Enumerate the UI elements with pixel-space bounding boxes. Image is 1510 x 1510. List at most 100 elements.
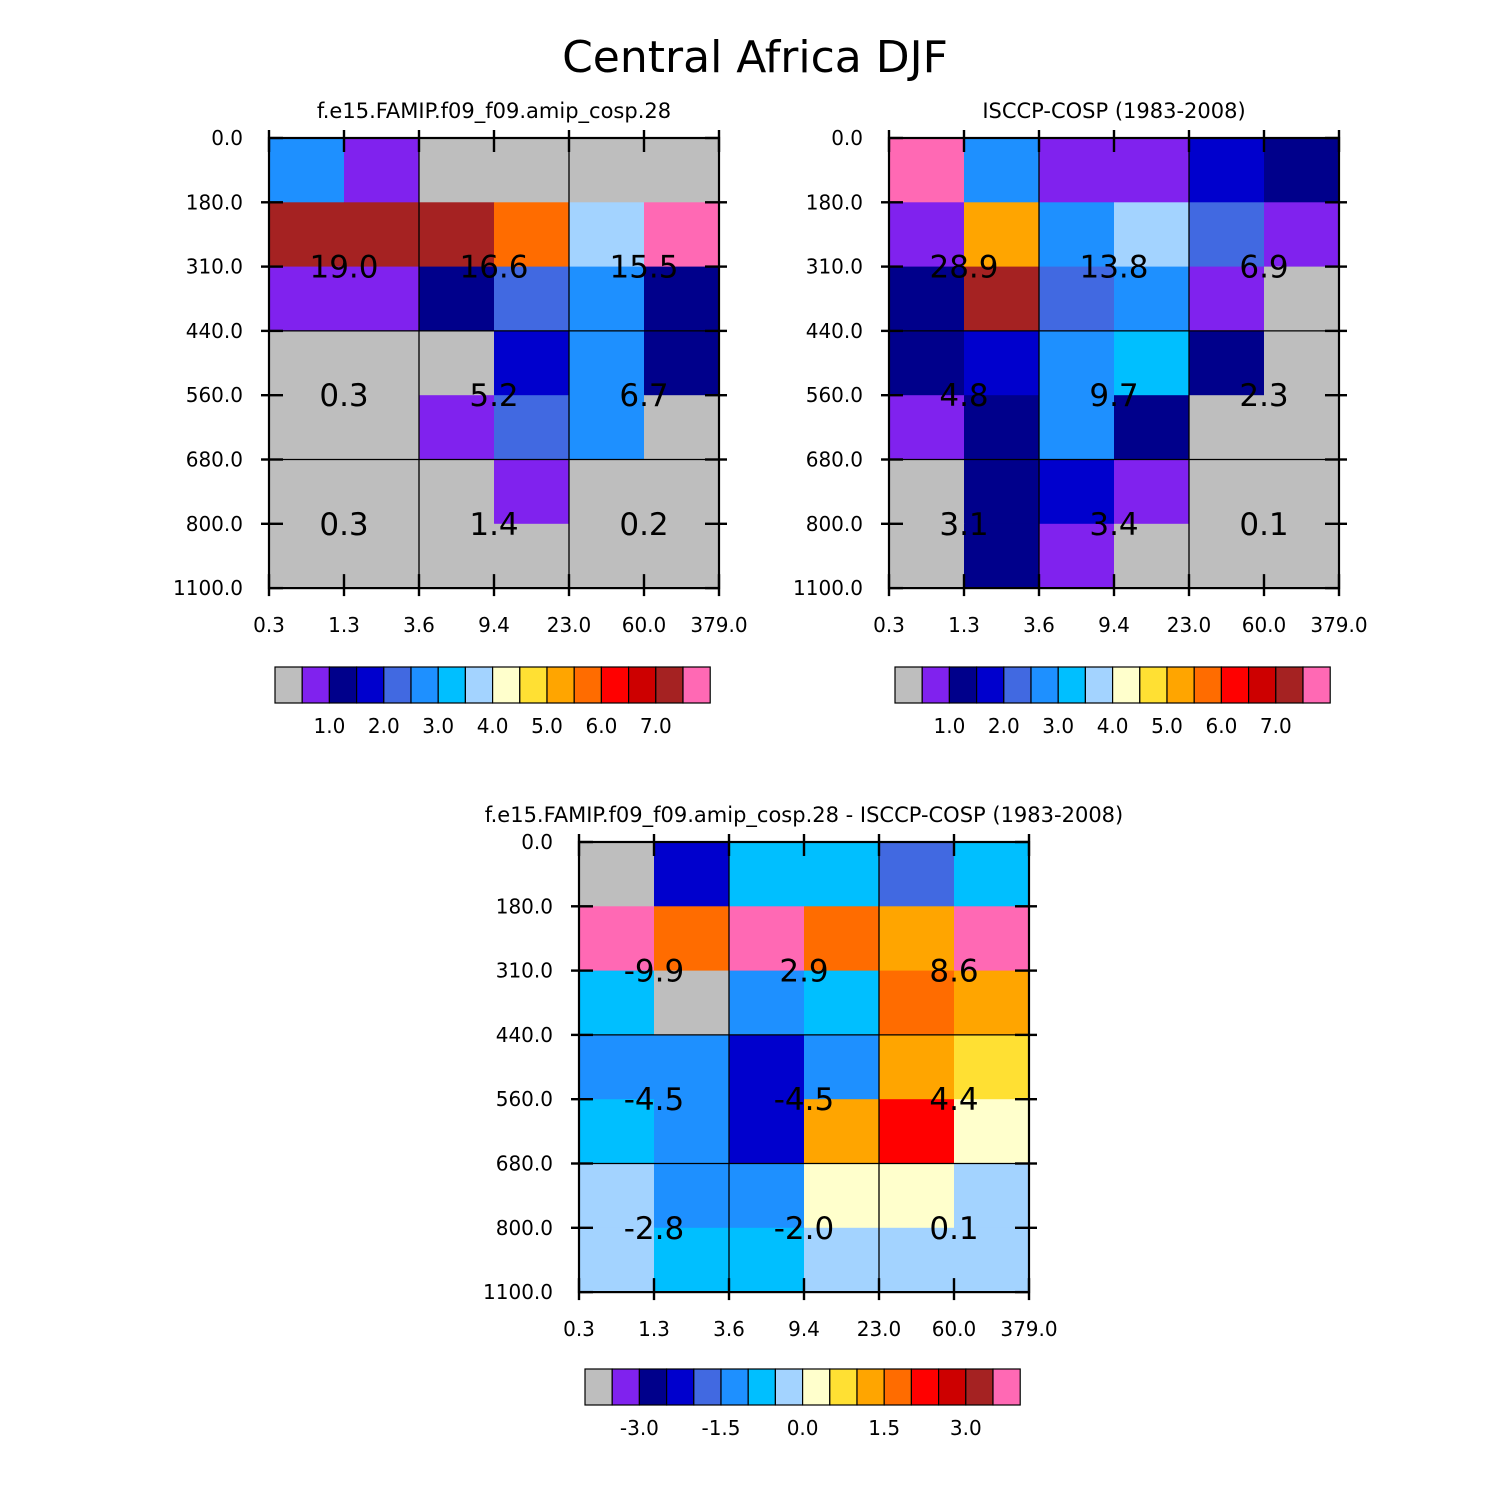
heatmap-cell bbox=[954, 842, 1030, 907]
colorbar-swatch bbox=[894, 666, 923, 704]
x-tick-label: 3.6 bbox=[1023, 613, 1055, 637]
colorbar-swatch bbox=[921, 666, 951, 704]
y-tick-label: 680.0 bbox=[186, 448, 243, 472]
heatmap-cell bbox=[889, 202, 965, 268]
x-tick-label: 23.0 bbox=[1167, 613, 1212, 637]
y-tick-label: 800.0 bbox=[186, 512, 243, 536]
heatmap-cell bbox=[344, 138, 420, 203]
colorbar-swatch bbox=[693, 1368, 722, 1406]
heatmap-cell bbox=[804, 842, 880, 907]
heatmap-cell bbox=[729, 1163, 805, 1229]
heatmap-cell bbox=[964, 138, 1040, 203]
colorbar-swatch bbox=[937, 1368, 967, 1406]
heatmap-cell bbox=[964, 523, 1040, 589]
colorbar-swatch bbox=[1247, 666, 1277, 704]
panel-title: ISCCP-COSP (1983-2008) bbox=[982, 99, 1245, 123]
colorbar-swatch bbox=[883, 1368, 913, 1406]
heatmap-cell bbox=[964, 459, 1040, 525]
heatmap-cell bbox=[889, 459, 965, 525]
group-value-label: 9.7 bbox=[1089, 378, 1138, 414]
x-tick-label: 1.3 bbox=[638, 1317, 670, 1341]
heatmap-cell bbox=[729, 906, 805, 972]
group-value-label: 4.8 bbox=[939, 378, 988, 414]
colorbar-swatch bbox=[1084, 666, 1114, 704]
group-value-label: 1.4 bbox=[469, 507, 518, 543]
y-tick-label: 310.0 bbox=[496, 959, 553, 983]
group-value-label: -4.5 bbox=[624, 1082, 685, 1118]
colorbar-swatch bbox=[546, 666, 575, 704]
heatmap-cell bbox=[569, 459, 645, 525]
group-value-label: 6.7 bbox=[619, 378, 668, 414]
group-value-label: 2.9 bbox=[779, 954, 828, 990]
group-value-label: 16.6 bbox=[459, 250, 528, 286]
heatmap-cell bbox=[269, 395, 345, 460]
x-tick-label: 9.4 bbox=[478, 613, 510, 637]
x-tick-label: 3.6 bbox=[403, 613, 435, 637]
group-value-label: 0.3 bbox=[319, 507, 368, 543]
heatmap-cell bbox=[1264, 459, 1340, 525]
colorbar-swatch bbox=[383, 666, 412, 704]
x-tick-label: 60.0 bbox=[932, 1317, 977, 1341]
colorbar-swatch bbox=[1003, 666, 1032, 704]
heatmap-cell bbox=[804, 906, 880, 972]
heatmap-cell bbox=[1189, 459, 1265, 525]
heatmap-cell bbox=[494, 266, 570, 332]
group-value-label: 6.9 bbox=[1239, 250, 1288, 286]
heatmap-cell bbox=[419, 138, 495, 203]
x-tick-label: 60.0 bbox=[1242, 613, 1287, 637]
colorbar-label: 5.0 bbox=[1151, 714, 1183, 738]
heatmap-cell bbox=[729, 1227, 805, 1293]
heatmap-cell bbox=[644, 523, 720, 589]
group-value-label: 15.5 bbox=[609, 250, 678, 286]
heatmap-cell bbox=[644, 138, 720, 203]
y-tick-label: 440.0 bbox=[496, 1023, 553, 1047]
heatmap-cell bbox=[1189, 395, 1265, 460]
x-tick-label: 23.0 bbox=[547, 613, 592, 637]
colorbar-swatch bbox=[437, 666, 467, 704]
colorbar-label: 5.0 bbox=[531, 714, 563, 738]
y-tick-label: 800.0 bbox=[496, 1216, 553, 1240]
colorbar-swatch bbox=[301, 666, 331, 704]
colorbar-swatch bbox=[975, 666, 1005, 704]
heatmap-cell bbox=[1264, 138, 1340, 203]
heatmap-cell bbox=[1189, 523, 1265, 589]
heatmap-cell bbox=[1039, 330, 1115, 396]
heatmap-cell bbox=[579, 1163, 655, 1229]
panel-title: f.e15.FAMIP.f09_f09.amip_cosp.28 - ISCCP… bbox=[485, 803, 1123, 828]
heatmap-cell bbox=[494, 330, 570, 396]
x-tick-label: 379.0 bbox=[1310, 613, 1367, 637]
heatmap-cell bbox=[654, 906, 730, 972]
heatmap-cell bbox=[964, 330, 1040, 396]
colorbar-label: -3.0 bbox=[620, 1416, 659, 1440]
heatmap-cell bbox=[494, 202, 570, 268]
colorbar-swatch bbox=[948, 666, 978, 704]
heatmap-cell bbox=[654, 1227, 730, 1293]
y-tick-label: 680.0 bbox=[806, 448, 863, 472]
colorbar-swatch bbox=[720, 1368, 749, 1406]
group-value-label: 28.9 bbox=[929, 250, 998, 286]
group-value-label: -2.0 bbox=[774, 1211, 835, 1247]
colorbar-label: 4.0 bbox=[477, 714, 509, 738]
heatmap-cell bbox=[494, 138, 570, 203]
colorbar-label: 3.0 bbox=[1042, 714, 1074, 738]
y-tick-label: 560.0 bbox=[806, 383, 863, 407]
heatmap-cell bbox=[879, 1034, 955, 1100]
heatmap-cell bbox=[644, 266, 720, 332]
heatmap-cell bbox=[1114, 202, 1190, 268]
colorbar-label: 3.0 bbox=[950, 1416, 982, 1440]
heatmap-cell bbox=[964, 266, 1040, 332]
y-tick-label: 180.0 bbox=[186, 190, 243, 214]
heatmap-cell bbox=[569, 330, 645, 396]
main-title: Central Africa DJF bbox=[562, 32, 948, 83]
group-value-label: 0.2 bbox=[619, 507, 668, 543]
heatmap-cell bbox=[344, 523, 420, 589]
group-value-label: 8.6 bbox=[929, 954, 978, 990]
colorbar-label: 4.0 bbox=[1097, 714, 1129, 738]
heatmap-cell bbox=[644, 395, 720, 460]
y-tick-label: 1100.0 bbox=[173, 576, 243, 600]
group-value-label: 0.3 bbox=[319, 378, 368, 414]
heatmap-cell bbox=[879, 906, 955, 972]
heatmap-cell bbox=[569, 395, 645, 460]
heatmap-cell bbox=[889, 395, 965, 460]
y-tick-label: 0.0 bbox=[831, 126, 863, 150]
